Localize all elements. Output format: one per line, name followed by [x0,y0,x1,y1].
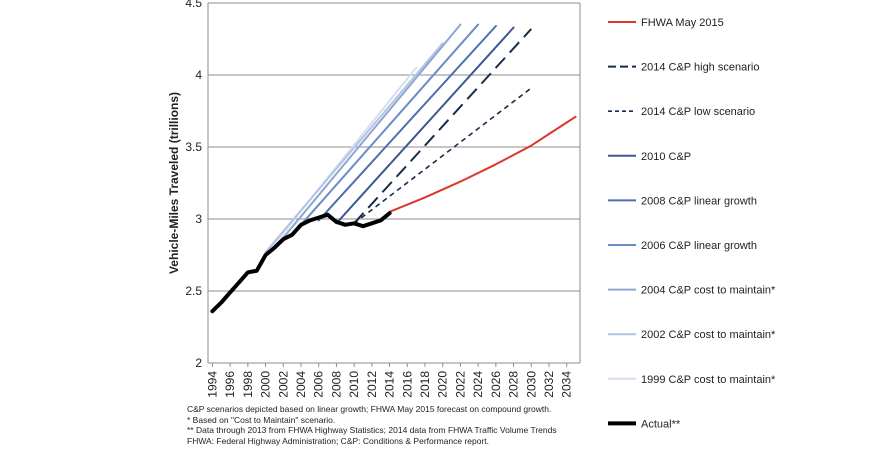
x-tick-label: 1998 [241,371,255,398]
footnote-3: ** Data through 2013 from FHWA Highway S… [187,425,557,435]
legend: FHWA May 2015 2014 C&P high scenario 2014 … [608,17,776,430]
x-tick-label: 2024 [471,371,485,398]
series-line-6 [282,23,462,239]
y-tick-label: 3 [195,212,202,226]
x-tick-label: 2006 [312,371,326,398]
x-tick-label: 2032 [542,371,556,398]
x-tick-label: 2020 [436,371,450,398]
footnote-1: C&P scenarios depicted based on linear g… [187,404,552,414]
x-tick-label: 2014 [383,371,397,398]
x-tick-label: 2022 [453,371,467,398]
footnote-2: * Based on "Cost to Maintain" scenario. [187,414,336,425]
x-tick-label: 2002 [276,371,290,398]
y-tick-label: 2.5 [185,284,202,298]
y-axis-label: Vehicle-Miles Traveled (trillions) [167,92,181,274]
y-tick-label: 4 [195,68,202,82]
footnote-4: FHWA: Federal Highway Administration; C&… [187,435,490,446]
series-line-1 [353,28,533,224]
legend-label: Actual** [641,418,681,430]
x-tick-label: 2000 [259,371,273,398]
x-tick-label: 2030 [524,371,538,398]
y-tick-label: 3.5 [185,140,202,154]
footnotes: C&P scenarios depicted based on linear g… [187,404,557,446]
legend-label: FHWA May 2015 [641,17,724,29]
series-line-0 [388,115,577,213]
series-line-5 [300,23,480,226]
y-tick-label: 4.5 [185,0,202,10]
x-tick-label: 2028 [507,371,521,398]
series-line-2 [353,87,532,224]
series-line-7 [264,42,444,254]
legend-label: 1999 C&P cost to maintain* [641,374,776,386]
x-tick-label: 2026 [489,371,503,398]
tick-labels: 2 2.5 3 3.5 4 4.5 1994 1996 1998 2000 2002 2004 2006… [185,0,573,398]
legend-label: 2010 C&P [641,151,691,163]
x-tick-label: 2012 [365,371,379,398]
x-tick-label: 2018 [418,371,432,398]
legend-label: 2006 C&P linear growth [641,240,757,252]
x-tick-label: 2034 [560,371,574,398]
legend-label: 2014 C&P high scenario [641,62,759,74]
series-line-3 [335,26,515,225]
legend-label: 2014 C&P low scenario [641,106,755,118]
legend-label: 2008 C&P linear growth [641,195,757,207]
series-lines [210,23,577,314]
y-tick-label: 2 [195,356,202,370]
legend-label: 2002 C&P cost to maintain* [641,329,776,341]
legend-label: 2004 C&P cost to maintain* [641,285,776,297]
x-tick-label: 2010 [347,371,361,398]
gridlines [208,2,580,364]
x-tick-label: 2004 [294,371,308,398]
axes [207,3,581,367]
x-tick-label: 2016 [400,371,414,398]
x-tick-label: 1994 [205,371,219,398]
series-line-9 [210,211,392,314]
x-tick-label: 1996 [223,371,237,398]
series-line-4 [317,25,497,222]
x-tick-label: 2008 [329,371,343,398]
